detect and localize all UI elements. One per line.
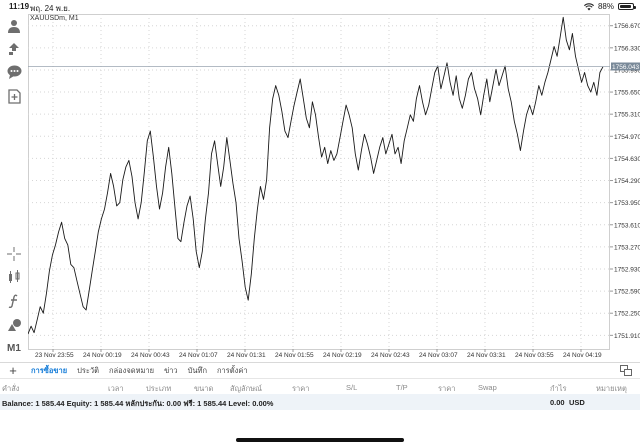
x-tick-label: 24 Nov 00:19: [83, 352, 122, 359]
x-tick-label: 23 Nov 23:55: [35, 352, 74, 359]
x-tick-label: 24 Nov 02:19: [323, 352, 362, 359]
col-order[interactable]: คำสั่ง: [2, 384, 20, 393]
chart-canvas[interactable]: 1756.670 1756.330 1755.990 1755.650 1755.310…: [28, 14, 640, 361]
tab-mailbox[interactable]: กล่องจดหมาย: [109, 365, 155, 375]
y-tick-label: 1756.670: [614, 23, 640, 30]
x-tick-label: 24 Nov 03:55: [515, 352, 554, 359]
col-price[interactable]: ราคา: [292, 384, 310, 393]
y-tick-label: 1755.650: [614, 90, 640, 97]
col-time[interactable]: เวลา: [108, 384, 124, 393]
timeframe-m1[interactable]: M1: [7, 342, 21, 354]
battery-percent: 88%: [597, 2, 614, 11]
x-tick-label: 24 Nov 03:31: [467, 352, 506, 359]
col-volume[interactable]: ขนาด: [194, 384, 214, 393]
current-price-tag: [611, 62, 640, 71]
symbol-label: XAUUSDm, M1: [30, 15, 79, 22]
y-tick-label: 1751.910: [614, 333, 640, 340]
add-order-button[interactable]: +: [9, 363, 17, 378]
price-chart[interactable]: 1756.670 1756.330 1755.990 1755.650 1755.310…: [28, 14, 640, 361]
indicator-icon[interactable]: [4, 267, 24, 287]
y-tick-label: 1753.270: [614, 244, 640, 251]
objects-icon[interactable]: [4, 315, 24, 335]
y-tick-label: 1753.950: [614, 200, 640, 207]
col-type[interactable]: ประเภท: [146, 384, 172, 393]
y-tick-label: 1754.970: [614, 134, 640, 141]
status-bar: 11:19 พฤ. 24 พ.ย. 88%: [0, 0, 640, 14]
y-tick-label: 1754.630: [614, 156, 640, 163]
col-profit[interactable]: กำไร: [550, 384, 567, 393]
add-document-icon[interactable]: [4, 86, 24, 106]
tab-history[interactable]: ประวัติ: [77, 365, 100, 375]
wifi-icon: [583, 2, 594, 10]
col-tp[interactable]: T/P: [396, 383, 408, 392]
profit-currency: USD: [569, 398, 585, 407]
x-tick-label: 24 Nov 01:07: [179, 352, 218, 359]
col-sl[interactable]: S/L: [346, 383, 358, 392]
home-indicator[interactable]: [236, 438, 404, 442]
balance-text: Balance: 1 585.44 Equity: 1 585.44 หลักป…: [2, 399, 274, 408]
person-icon[interactable]: [4, 16, 24, 36]
y-tick-label: 1754.290: [614, 178, 640, 185]
y-tick-label: 1756.330: [614, 45, 640, 52]
col-symbol[interactable]: สัญลักษณ์: [230, 384, 263, 393]
status-date: พฤ. 24 พ.ย.: [30, 4, 71, 13]
price-line: [28, 16, 604, 335]
x-tick-label: 24 Nov 01:55: [275, 352, 314, 359]
tab-trade[interactable]: การซื้อขาย: [31, 365, 68, 375]
panel-layout-icon[interactable]: [620, 365, 632, 376]
y-tick-label: 1752.590: [614, 289, 640, 296]
left-toolbar: M1: [0, 14, 28, 362]
battery-icon: [618, 3, 636, 10]
x-tick-label: 24 Nov 03:07: [419, 352, 458, 359]
y-tick-label: 1752.930: [614, 266, 640, 273]
chat-icon[interactable]: [4, 62, 24, 82]
y-tick-label: 1752.250: [614, 311, 640, 318]
y-tick-label: 1753.610: [614, 222, 640, 229]
x-tick-label: 24 Nov 01:31: [227, 352, 266, 359]
x-tick-label: 24 Nov 02:43: [371, 352, 410, 359]
col-price-2[interactable]: ราคา: [438, 384, 456, 393]
status-time: 11:19: [9, 2, 30, 11]
tab-settings[interactable]: การตั้งค่า: [217, 365, 248, 375]
total-profit: 0.00: [550, 398, 565, 407]
col-comment[interactable]: หมายเหตุ: [596, 384, 627, 393]
balance-row: Balance: 1 585.44 Equity: 1 585.44 หลักป…: [0, 394, 640, 410]
y-tick-label: 1755.310: [614, 112, 640, 119]
plot-frame: [28, 14, 610, 350]
y-tick-label: 1755.990: [614, 67, 640, 74]
x-tick-label: 24 Nov 00:43: [131, 352, 170, 359]
tab-news[interactable]: ข่าว: [164, 365, 178, 375]
current-price-label: 1756.043: [612, 64, 639, 71]
x-tick-label: 24 Nov 04:19: [563, 352, 602, 359]
crosshair-icon[interactable]: [4, 244, 24, 264]
tab-journal[interactable]: บันทึก: [187, 365, 208, 375]
status-right: 88%: [583, 2, 636, 11]
arrows-icon[interactable]: [4, 39, 24, 59]
col-swap[interactable]: Swap: [478, 383, 497, 392]
terminal-tabs: + การซื้อขาย ประวัติ กล่องจดหมาย ข่าว บั…: [0, 362, 640, 378]
trade-columns-header: คำสั่ง เวลา ประเภท ขนาด สัญลักษณ์ ราคา S…: [0, 378, 640, 394]
function-icon[interactable]: [4, 291, 24, 311]
